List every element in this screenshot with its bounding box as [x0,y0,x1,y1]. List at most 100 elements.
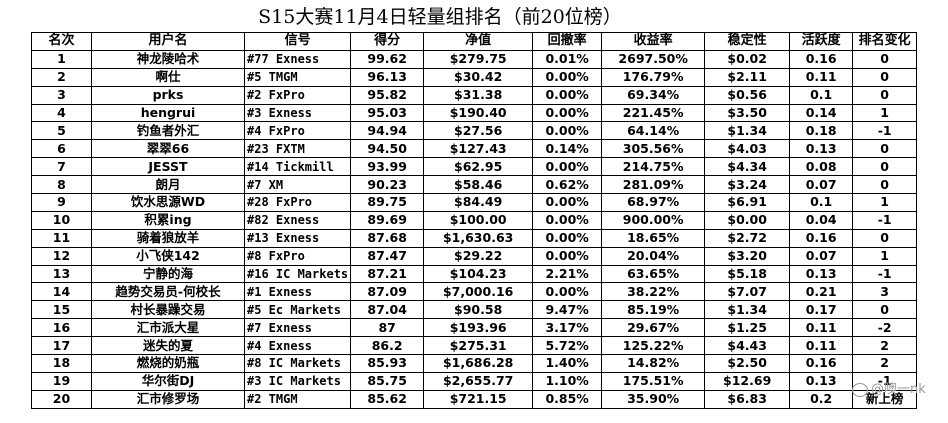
cell-activity: 0.07 [789,246,854,266]
cell-username: 宁静的海 [91,264,245,284]
cell-username: 啊仕 [91,67,245,87]
cell-drawdown: 2.21% [532,264,603,284]
cell-drawdown: 1.40% [532,354,603,373]
cell-net-value: $279.75 [423,49,534,69]
cell-score: 85.75 [350,371,425,391]
cell-activity: 0.18 [789,121,854,141]
header-net-value: 净值 [423,32,534,51]
cell-rank: 4 [31,103,92,123]
cell-score: 99.62 [350,49,425,69]
cell-username: 华尔街DJ [91,371,245,391]
cell-signal: #2 TMGM [243,389,352,409]
cell-stability: $6.83 [704,389,791,409]
cell-drawdown: 0.01% [532,49,603,69]
cell-rank-change: -1 [852,121,918,141]
table-row: 18 燃烧的奶瓶 #8 IC Markets 85.93 $1,686.28 1.40% 1… [31,354,918,373]
table-row: 8 朗月 #7 XM 90.23 $58.46 0.62% 281.09% $3.24 0.07… [31,175,918,195]
table-row: 13 宁静的海 #16 IC Markets 87.21 $104.23 2.21% 63.… [31,264,918,284]
header-score: 得分 [350,32,425,51]
cell-return-rate: 64.14% [601,121,706,141]
cell-score: 85.93 [350,354,425,373]
cell-signal: #13 Exness [243,228,352,248]
cell-net-value: $2,655.77 [423,371,534,391]
cell-drawdown: 0.14% [532,139,603,159]
cell-return-rate: 85.19% [601,300,706,320]
cell-stability: $1.25 [704,318,791,338]
cell-rank-change: 0 [852,157,918,177]
cell-username: prks [91,85,245,105]
cell-return-rate: 305.56% [601,139,706,159]
cell-return-rate: 125.22% [601,336,706,356]
cell-return-rate: 18.65% [601,228,706,248]
cell-stability: $5.18 [704,264,791,284]
cell-signal: #7 Exness [243,318,352,338]
cell-activity: 0.16 [789,228,854,248]
header-drawdown: 回撤率 [532,32,603,51]
cell-username: 钓鱼者外汇 [91,121,245,141]
table-row: 17 迷失的夏 #4 Exness 86.2 $275.31 5.72% 125.22% $4… [31,336,918,356]
cell-username: 村长暴躁交易 [91,300,245,320]
table-row: 19 华尔街DJ #3 IC Markets 85.75 $2,655.77 1.10% 1… [31,371,918,391]
cell-activity: 0.11 [789,318,854,338]
cell-stability: $2.11 [704,67,791,87]
cell-net-value: $104.23 [423,264,534,284]
cell-score: 90.23 [350,175,425,195]
cell-username: 汇市派大星 [91,318,245,338]
table-row: 16 汇市派大星 #7 Exness 87 $193.96 3.17% 29.67% $1.2… [31,318,918,338]
cell-net-value: $1,686.28 [423,354,534,373]
cell-stability: $7.07 [704,282,791,302]
cell-net-value: $7,000.16 [423,282,534,302]
cell-net-value: $31.38 [423,85,534,105]
cell-score: 95.82 [350,85,425,105]
cell-score: 85.62 [350,389,425,409]
cell-signal: #82 Exness [243,210,352,230]
cell-rank: 18 [31,354,92,373]
cell-return-rate: 176.79% [601,67,706,87]
cell-score: 89.75 [350,193,425,212]
cell-return-rate: 214.75% [601,157,706,177]
cell-stability: $0.02 [704,49,791,69]
cell-rank: 3 [31,85,92,105]
cell-rank-change: 1 [852,246,918,266]
cell-signal: #4 FxPro [243,121,352,141]
cell-signal: #4 Exness [243,336,352,356]
table-row: 6 翠翠66 #23 FXTM 94.50 $127.43 0.14% 305.56% $4.… [31,139,918,159]
cell-return-rate: 68.97% [601,193,706,212]
cell-return-rate: 38.22% [601,282,706,302]
cell-stability: $2.50 [704,354,791,373]
cell-return-rate: 29.67% [601,318,706,338]
cell-score: 96.13 [350,67,425,87]
cell-rank-change: 0 [852,175,918,195]
cell-return-rate: 20.04% [601,246,706,266]
cell-drawdown: 0.00% [532,67,603,87]
cell-drawdown: 0.62% [532,175,603,195]
header-rank-change: 排名变化 [852,32,918,51]
cell-signal: #23 FXTM [243,139,352,159]
cell-rank-change: 2 [852,336,918,356]
table-row: 15 村长暴躁交易 #5 Ec Markets 87.04 $90.58 9.47% 85.… [31,300,918,320]
cell-stability: $1.34 [704,121,791,141]
cell-rank-change: 0 [852,228,918,248]
header-signal: 信号 [243,32,352,51]
cell-activity: 0.13 [789,264,854,284]
cell-rank: 8 [31,175,92,195]
cell-signal: #3 IC Markets [243,371,352,391]
table-row: 9 饮水思源WD #28 FxPro 89.75 $84.49 0.00% 68.97% $6… [31,193,918,212]
cell-rank: 5 [31,121,92,141]
cell-rank: 10 [31,210,92,230]
cell-signal: #8 FxPro [243,246,352,266]
cell-net-value: $190.40 [423,103,534,123]
cell-activity: 0.1 [789,85,854,105]
cell-drawdown: 5.72% [532,336,603,356]
cell-rank-change: 1 [852,103,918,123]
cell-rank-change: 1 [852,193,918,212]
cell-signal: #28 FxPro [243,193,352,212]
cell-return-rate: 2697.50% [601,49,706,69]
header-username: 用户名 [91,32,245,51]
cell-drawdown: 0.85% [532,389,603,409]
cell-net-value: $58.46 [423,175,534,195]
cell-activity: 0.2 [789,389,854,409]
cell-signal: #14 Tickmill [243,157,352,177]
cell-score: 89.69 [350,210,425,230]
cell-drawdown: 0.00% [532,193,603,212]
